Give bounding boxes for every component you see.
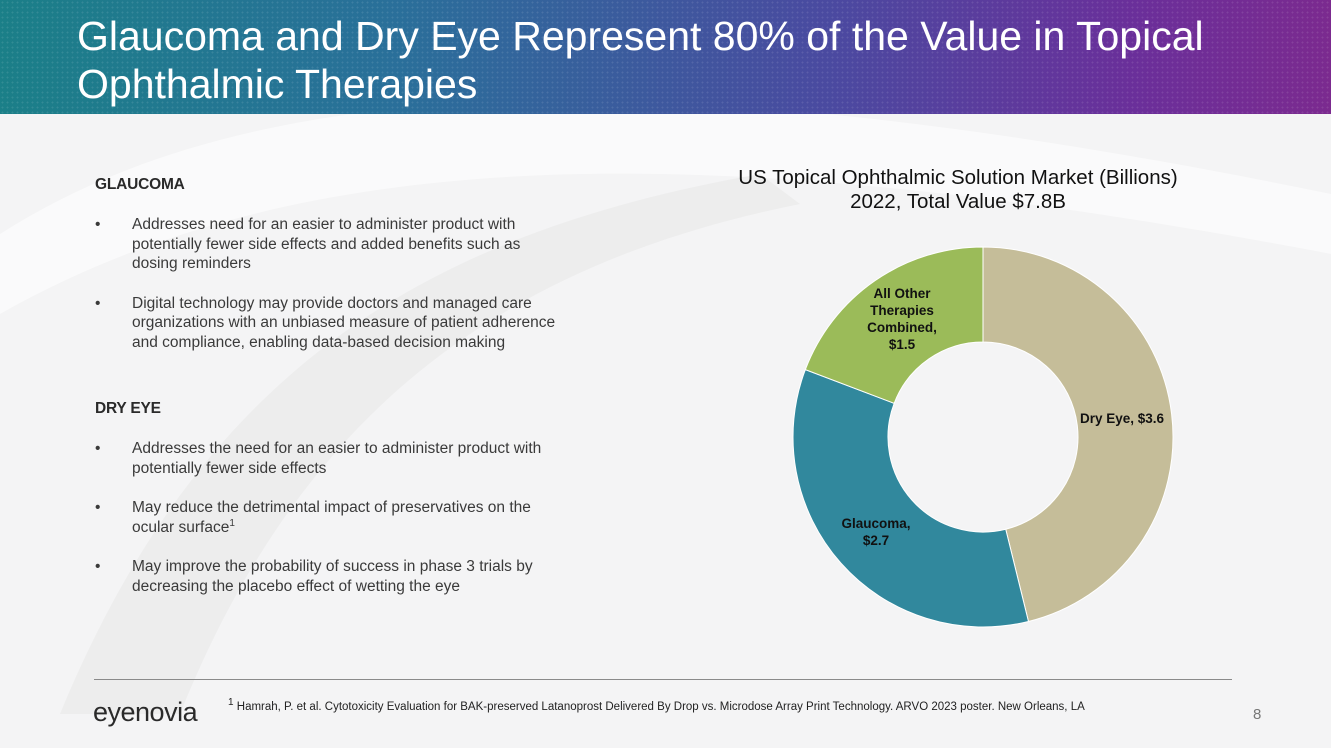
slide-title: Glaucoma and Dry Eye Represent 80% of th… — [77, 13, 1204, 107]
section-heading: DRY EYE — [95, 400, 161, 417]
slice-all-other — [804, 246, 984, 404]
chart-subtitle: 2022, Total Value $7.8B — [850, 190, 1066, 213]
bullet-item: Digital technology may provide doctors a… — [95, 294, 565, 353]
label-all-other: All Other Therapies Combined, $1.5 — [867, 286, 937, 352]
footnote-ref: 1 — [229, 517, 235, 529]
bullet-item-with-ref: May reduce the detrimental impact of pre… — [95, 498, 565, 537]
label-dry-eye: Dry Eye, $3.6 — [1080, 411, 1165, 426]
footnote-text: Hamrah, P. et al. Cytotoxicity Evaluatio… — [236, 701, 1085, 713]
section-heading: GLAUCOMA — [95, 176, 185, 193]
slice-dry-eye — [982, 246, 1174, 623]
bullet-text: May reduce the detrimental impact of pre… — [132, 499, 531, 536]
eyenovia-logo: eyenovia — [93, 697, 198, 727]
donut-chart: Dry Eye, $3.6 Glaucoma, $2.7 All Other Thera… — [792, 246, 1174, 628]
bullet-item: May improve the probability of success i… — [95, 557, 565, 596]
footnote: 1 Hamrah, P. et al. Cytotoxicity Evaluat… — [228, 698, 1085, 713]
footer-divider — [94, 679, 1232, 680]
section-dry-eye: DRY EYE Addresses the need for an easier… — [95, 400, 565, 596]
title-banner — [0, 0, 1331, 114]
slice-glaucoma — [792, 368, 1030, 628]
chart-title-block: US Topical Ophthalmic Solution Market (B… — [700, 166, 1216, 214]
bullet-item: Addresses need for an easier to administ… — [95, 215, 565, 274]
label-glaucoma: Glaucoma, $2.7 — [841, 516, 910, 548]
page-number: 8 — [1253, 706, 1262, 723]
section-glaucoma: GLAUCOMA Addresses need for an easier to… — [95, 176, 565, 352]
bullet-item: Addresses the need for an easier to admi… — [95, 439, 565, 478]
left-column: GLAUCOMA Addresses need for an easier to… — [95, 176, 565, 596]
chart-title: US Topical Ophthalmic Solution Market (B… — [738, 166, 1178, 189]
footnote-marker: 1 — [228, 697, 234, 709]
